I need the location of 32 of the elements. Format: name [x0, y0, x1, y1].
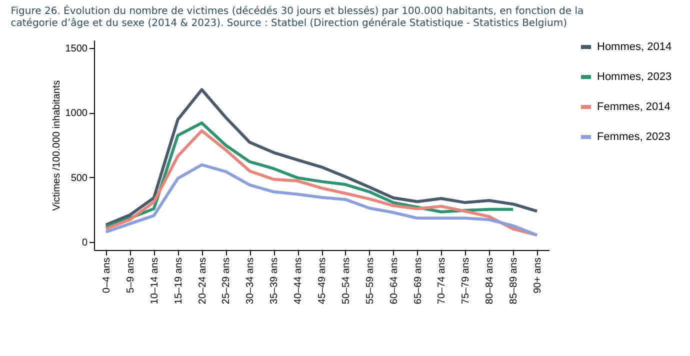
- x-tick-label: 30–34 ans: [245, 258, 256, 304]
- legend-label: Hommes, 2014: [597, 41, 672, 53]
- x-tick-label: 85–89 ans: [508, 258, 520, 304]
- legend-label: Femmes, 2014: [597, 101, 670, 113]
- x-tick-label: 60–64 ans: [388, 258, 400, 304]
- x-tick-label: 65–69 ans: [412, 258, 424, 304]
- y-axis-title: Victimes /100.000 inhabitants: [51, 80, 62, 211]
- x-tick-label: 25–29 ans: [221, 258, 232, 304]
- legend-label: Hommes, 2023: [597, 71, 672, 83]
- x-tick-label: 45–49 ans: [317, 258, 328, 304]
- x-tick-label: 55–59 ans: [364, 258, 376, 304]
- legend-label: Femmes, 2023: [597, 131, 670, 143]
- x-tick-label: 75–79 ans: [460, 258, 472, 304]
- x-tick-label: 80–84 ans: [484, 258, 496, 304]
- chart-title: Figure 26. Évolution du nombre de victimes (décédés 30 jours et blessés) par 100.000 habitants, en fonction de la catégorie d’âge et du sexe (2014 & 2023). Source : Statbel (Direction générale Statistique - Statistics Belgium): [10, 4, 584, 29]
- x-tick-label: 40–44 ans: [293, 258, 304, 304]
- y-tick-label: 1500: [65, 43, 88, 54]
- line-series: [104, 129, 539, 237]
- y-tick-label: 500: [70, 172, 88, 184]
- y-tick-label: 0: [82, 238, 88, 249]
- y-tick-label: 1000: [65, 108, 88, 120]
- x-tick-label: 70–74 ans: [436, 258, 448, 304]
- line-series: [104, 88, 539, 226]
- x-tick-label: 50–54 ans: [340, 258, 352, 304]
- x-tick-label: 20–24 ans: [197, 258, 208, 304]
- x-tick-label: 10–14 ans: [149, 258, 160, 304]
- x-tick-label: 15–19 ans: [173, 258, 184, 304]
- x-tick-label: 5–9 ans: [125, 258, 136, 294]
- x-tick-label: 0–4 ans: [101, 258, 112, 294]
- x-tick-label: 90+ ans: [532, 258, 544, 294]
- x-tick-label: 35–39 ans: [269, 258, 280, 304]
- line-series: [104, 163, 539, 237]
